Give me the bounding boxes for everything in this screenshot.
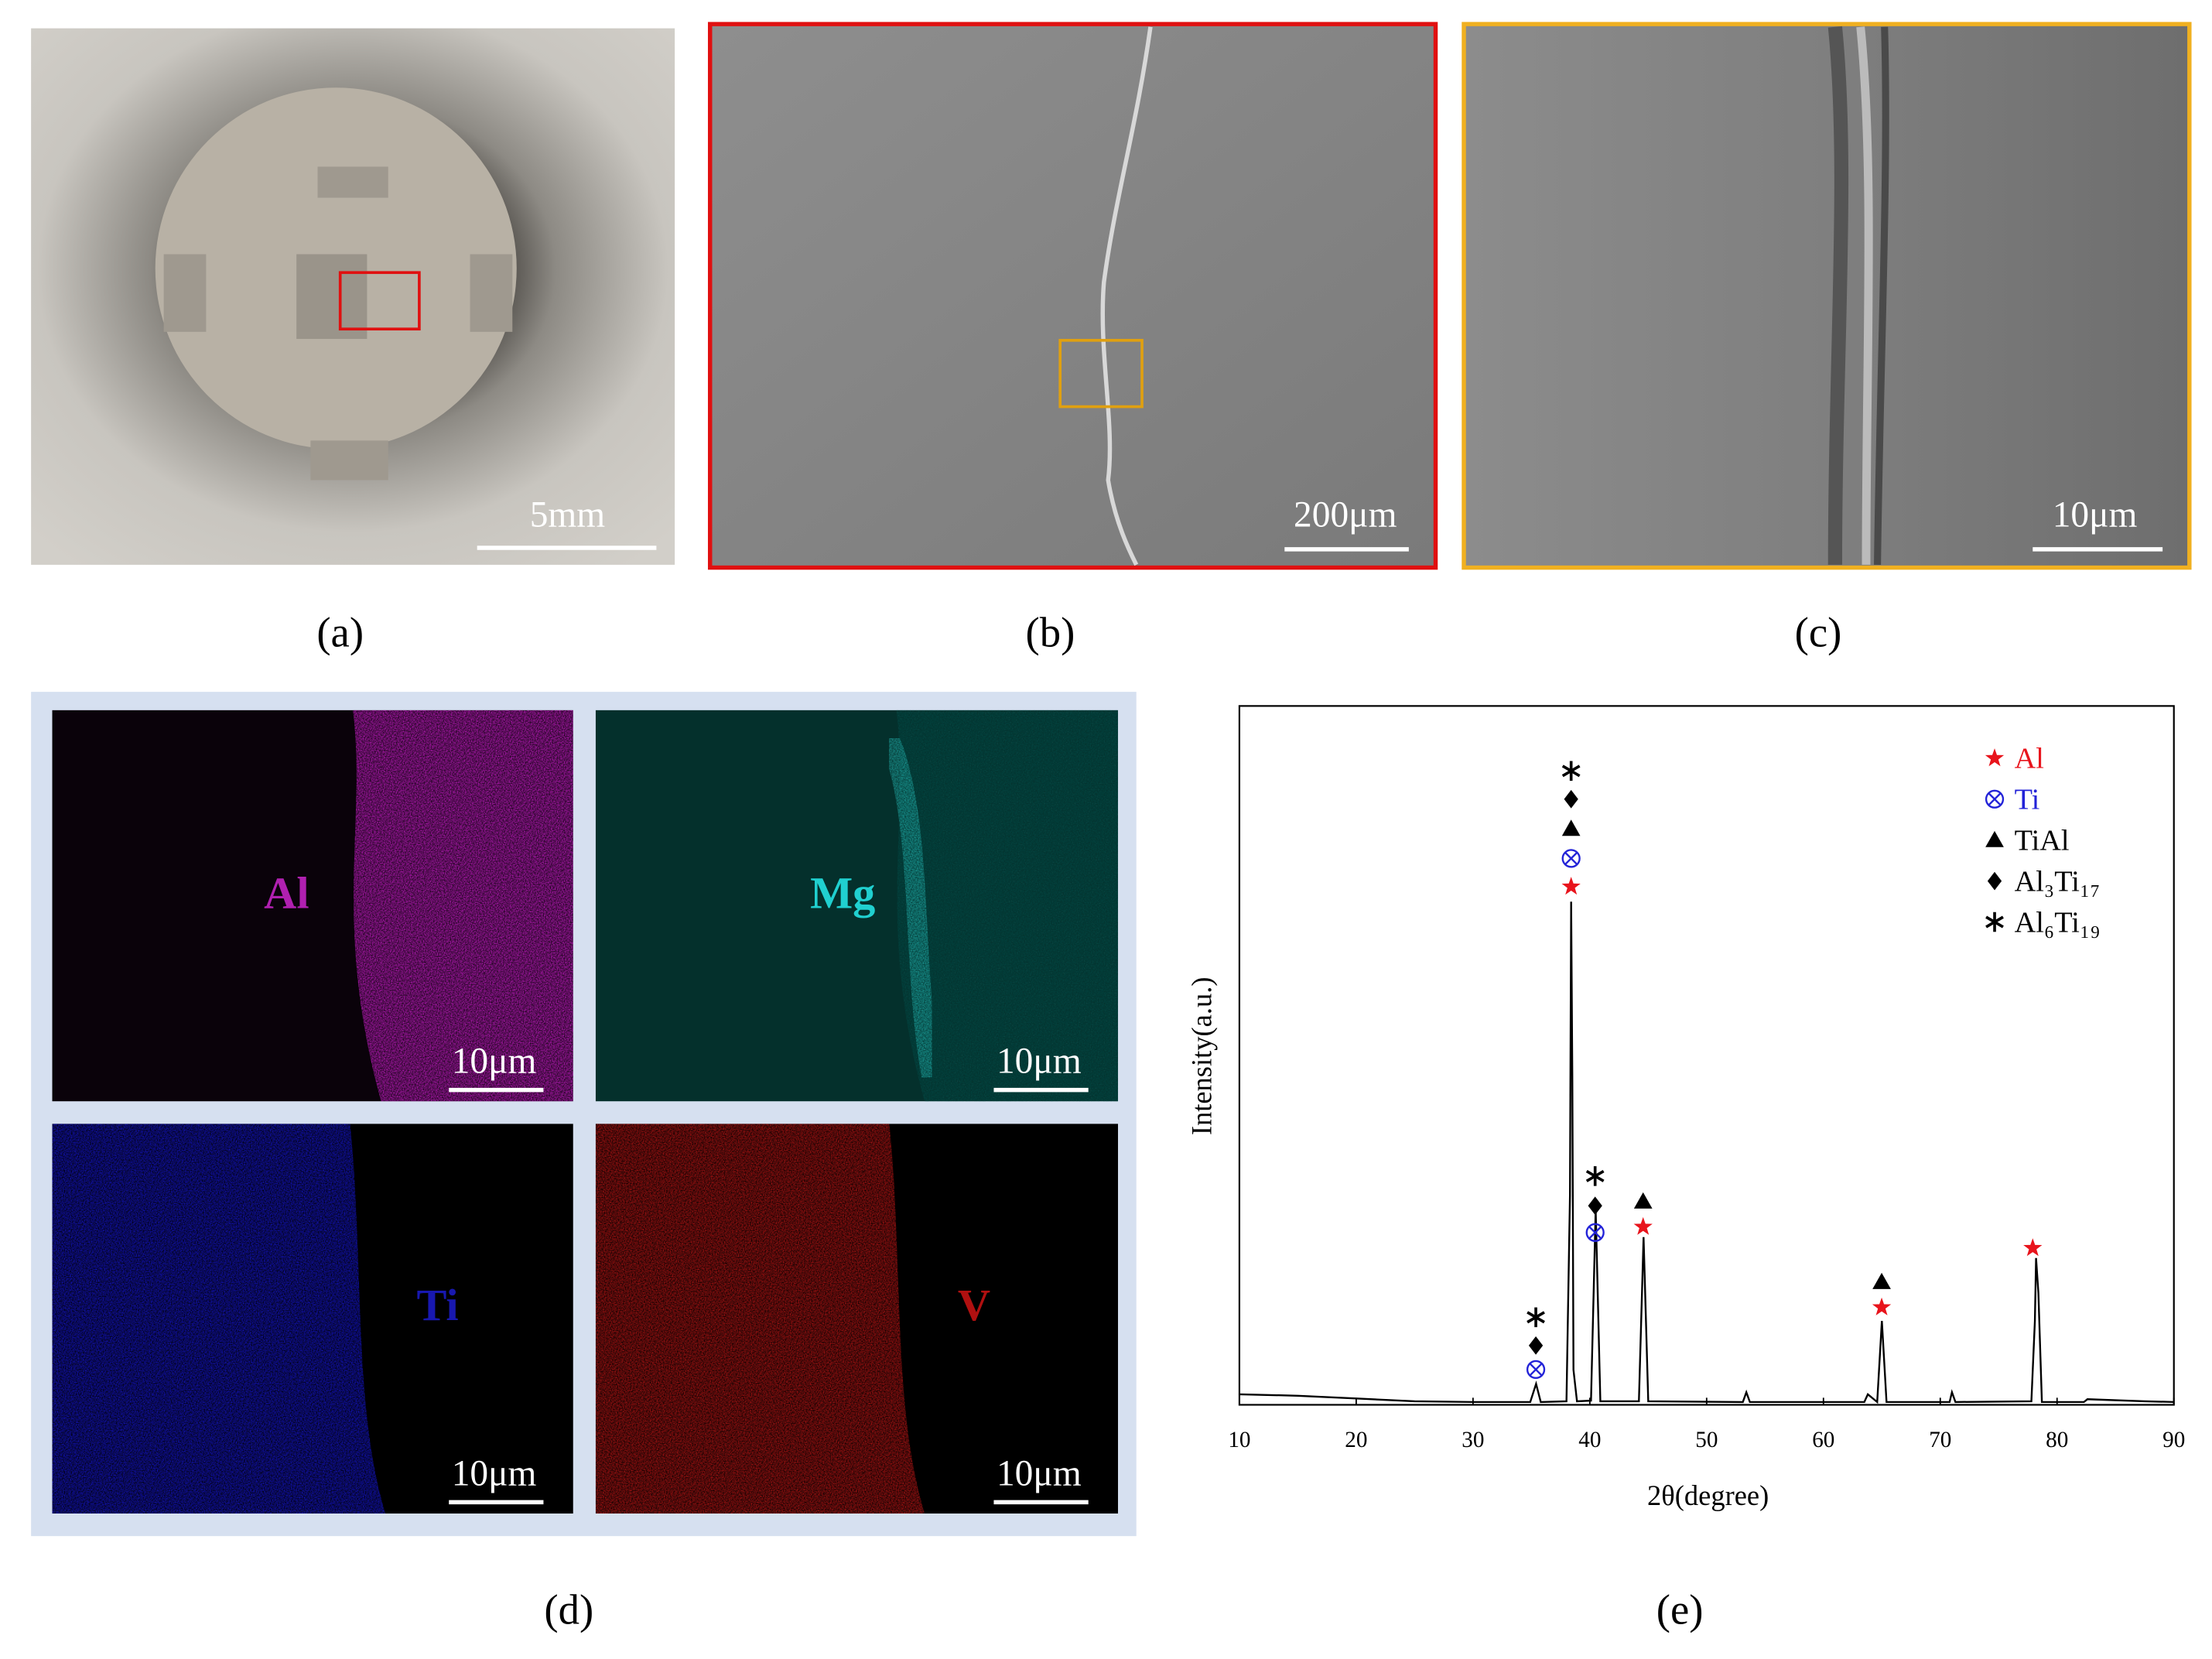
xrd-chart: 2θ(degree) Intensity(a.u.) 10 20 30 40 50 60 7… [1185,705,2185,1511]
legend-symbol [1985,910,2005,934]
legend-label: Al₆Ti₁₉ [2015,906,2101,939]
legend-label: Ti [2015,784,2040,816]
sem-panel: 200μm [707,22,1438,570]
scale-bar-label: 5mm [530,495,606,535]
legend-label: TiAl [2015,824,2070,857]
phase-marker [1561,819,1581,836]
panel-label: (e) [1656,1585,1704,1633]
element-region [880,734,942,1079]
scale-bar-label: 10μm [997,1042,1082,1082]
legend-symbol [1985,789,2005,809]
phase-marker [1564,789,1578,809]
element-region [52,1124,386,1514]
legend-label: Al [2015,743,2044,775]
panel-label: (d) [544,1585,593,1633]
phase-marker [1526,1360,1546,1380]
scale-bar-label: 200μm [1294,495,1397,535]
panel-label: (c) [1795,609,1842,656]
phase-marker [2023,1238,2043,1257]
panel-label: (a) [316,609,364,656]
phase-marker [1561,877,1581,895]
phase-marker [1872,1272,1891,1289]
element-region [353,710,573,1102]
x-tick-label: 20 [1345,1428,1367,1452]
element-label: Mg [810,867,875,918]
phase-marker [1872,1297,1892,1315]
phase-marker [1528,1336,1544,1355]
element-label: Ti [417,1280,459,1330]
element-region [896,710,1119,1102]
photo-panel: 5mm [31,28,675,565]
scale-bar-label: 10μm [452,1453,537,1493]
xrd-line [1239,901,2174,1404]
y-axis-label: Intensity(a.u.) [1185,977,1217,1136]
phase-marker [1561,759,1581,782]
x-tick-label: 40 [1578,1428,1601,1452]
x-tick-label: 90 [2162,1428,2185,1452]
panel-label: (b) [1026,609,1075,656]
scale-bar-label: 10μm [452,1042,537,1082]
x-tick-label: 30 [1462,1428,1484,1452]
legend-label: Al₃Ti₁₇ [2015,865,2101,898]
x-tick-label: 50 [1695,1428,1718,1452]
x-tick-label: 70 [1929,1428,1951,1452]
element-region [595,1124,925,1514]
scale-bar-label: 10μm [997,1453,1082,1493]
legend-symbol [1987,871,2002,891]
x-tick-label: 60 [1812,1428,1834,1452]
eds-maps: Al 10μm Mg 10μm Ti 10μm V 10μm [52,710,1119,1514]
element-label: Al [264,867,309,918]
phase-marker [1588,1196,1602,1216]
sem-panel: 10μm [1462,22,2192,570]
x-tick-label: 10 [1228,1428,1250,1452]
phase-marker [1526,1305,1546,1329]
element-label: V [958,1280,990,1330]
legend-symbol [1985,748,2005,767]
phase-marker [1633,1216,1653,1235]
phase-marker [1633,1192,1653,1209]
x-axis-label: 2θ(degree) [1647,1479,1769,1511]
legend-symbol [1985,830,2004,847]
phase-marker [1561,849,1581,868]
phase-marker [1585,1165,1605,1188]
x-tick-label: 80 [2046,1428,2068,1452]
scale-bar-label: 10μm [2053,495,2138,535]
